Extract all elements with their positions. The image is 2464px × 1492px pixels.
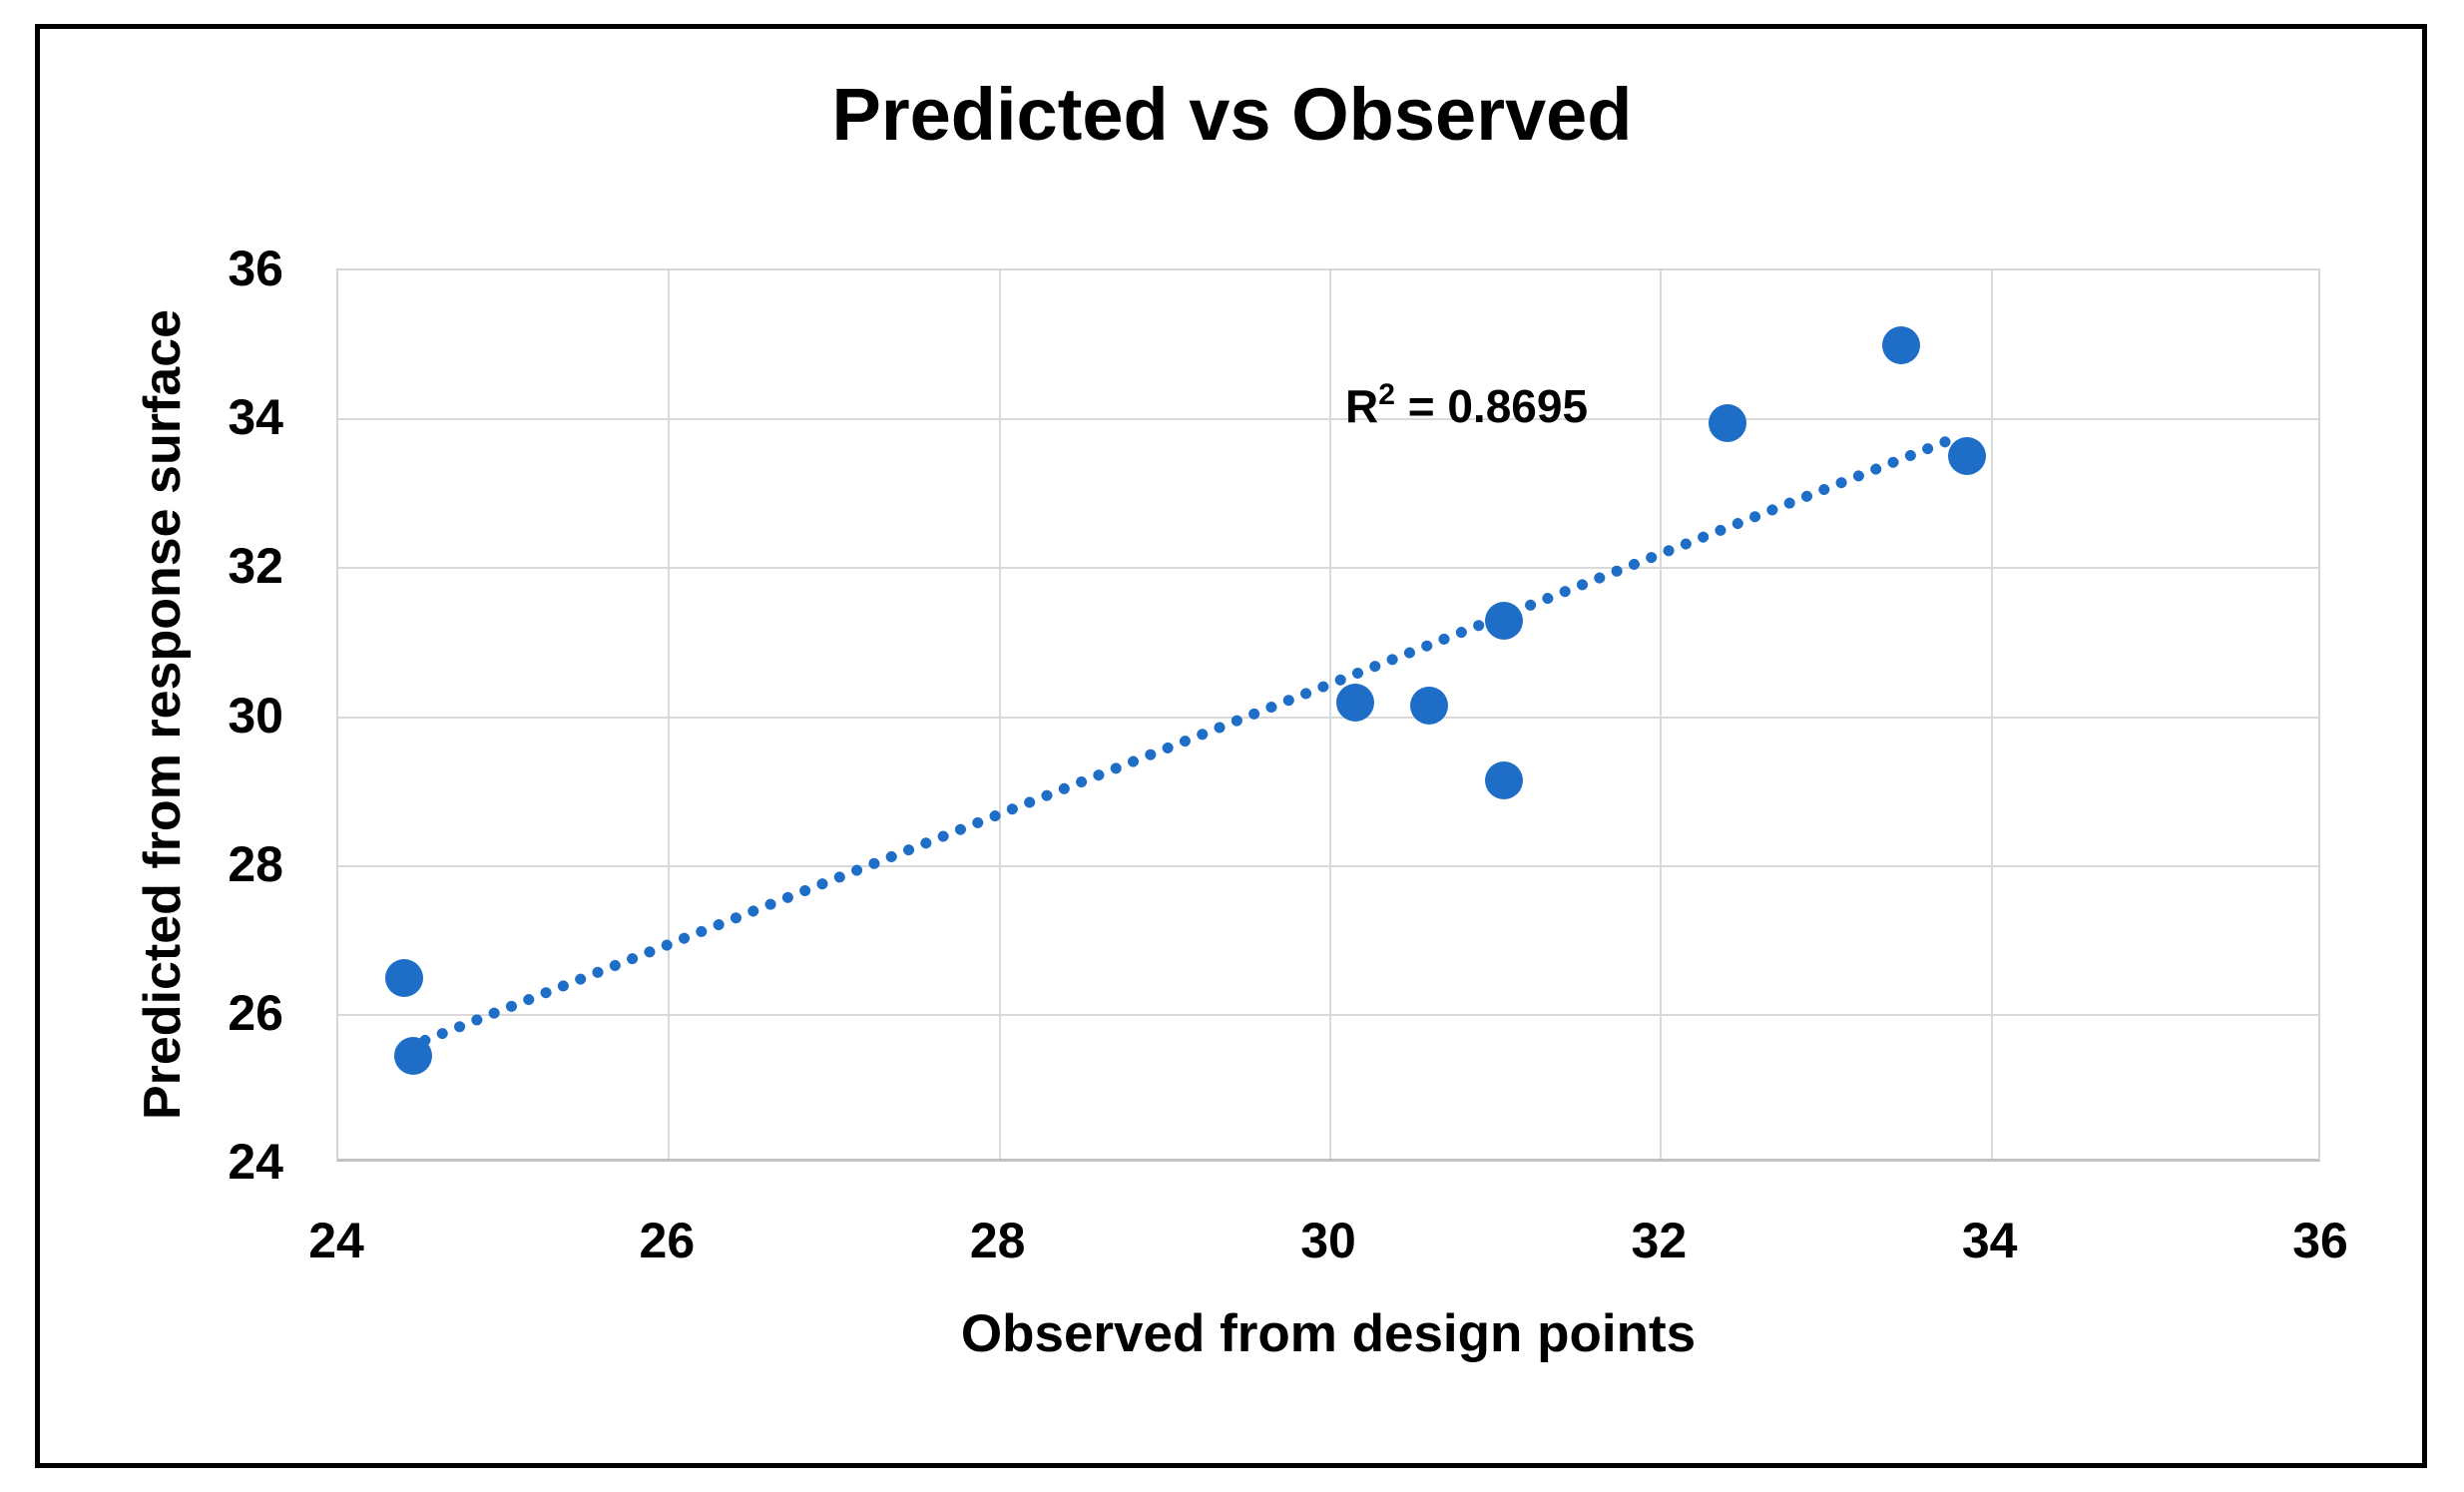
horizontal-gridline	[338, 716, 2318, 719]
y-tick-label: 34	[228, 389, 283, 446]
r-squared-base: R	[1345, 380, 1379, 432]
x-tick-label: 26	[639, 1213, 696, 1268]
y-tick-label: 32	[228, 538, 283, 595]
r-squared-exponent: 2	[1378, 378, 1395, 411]
horizontal-gridline	[338, 864, 2318, 867]
trendline	[402, 430, 1965, 1053]
r-squared-value: = 0.8695	[1394, 380, 1589, 432]
data-point	[385, 958, 424, 997]
x-tick-label: 30	[1300, 1213, 1356, 1268]
data-point	[1484, 760, 1523, 799]
vertical-gridline	[998, 270, 1001, 1159]
data-point	[1335, 683, 1374, 722]
data-point	[1881, 325, 1920, 364]
data-point	[1708, 403, 1746, 442]
plot-area	[336, 268, 2320, 1162]
vertical-gridline	[1329, 270, 1331, 1159]
y-tick-label: 26	[228, 984, 283, 1041]
x-tick-label: 34	[1961, 1213, 2018, 1268]
y-tick-label: 24	[228, 1134, 283, 1190]
data-point	[1947, 437, 1986, 476]
vertical-gridline	[1660, 270, 1663, 1159]
x-tick-label: 36	[2292, 1213, 2348, 1268]
y-tick-label: 28	[228, 835, 283, 892]
x-tick-label: 24	[308, 1213, 364, 1268]
x-tick-label: 28	[969, 1213, 1026, 1268]
vertical-gridline	[668, 270, 671, 1159]
horizontal-gridline	[338, 1013, 2318, 1016]
data-point	[1410, 687, 1449, 726]
chart-title: Predicted vs Observed	[831, 73, 1633, 156]
horizontal-gridline	[338, 567, 2318, 570]
y-tick-label: 30	[228, 687, 283, 744]
r-squared-annotation: R2 = 0.8695	[1345, 375, 1588, 437]
x-axis-title: Observed from design points	[960, 1304, 1697, 1363]
vertical-gridline	[1990, 270, 1993, 1159]
horizontal-gridline	[338, 418, 2318, 421]
y-tick-label: 36	[228, 241, 283, 296]
x-tick-label: 32	[1631, 1213, 1688, 1268]
